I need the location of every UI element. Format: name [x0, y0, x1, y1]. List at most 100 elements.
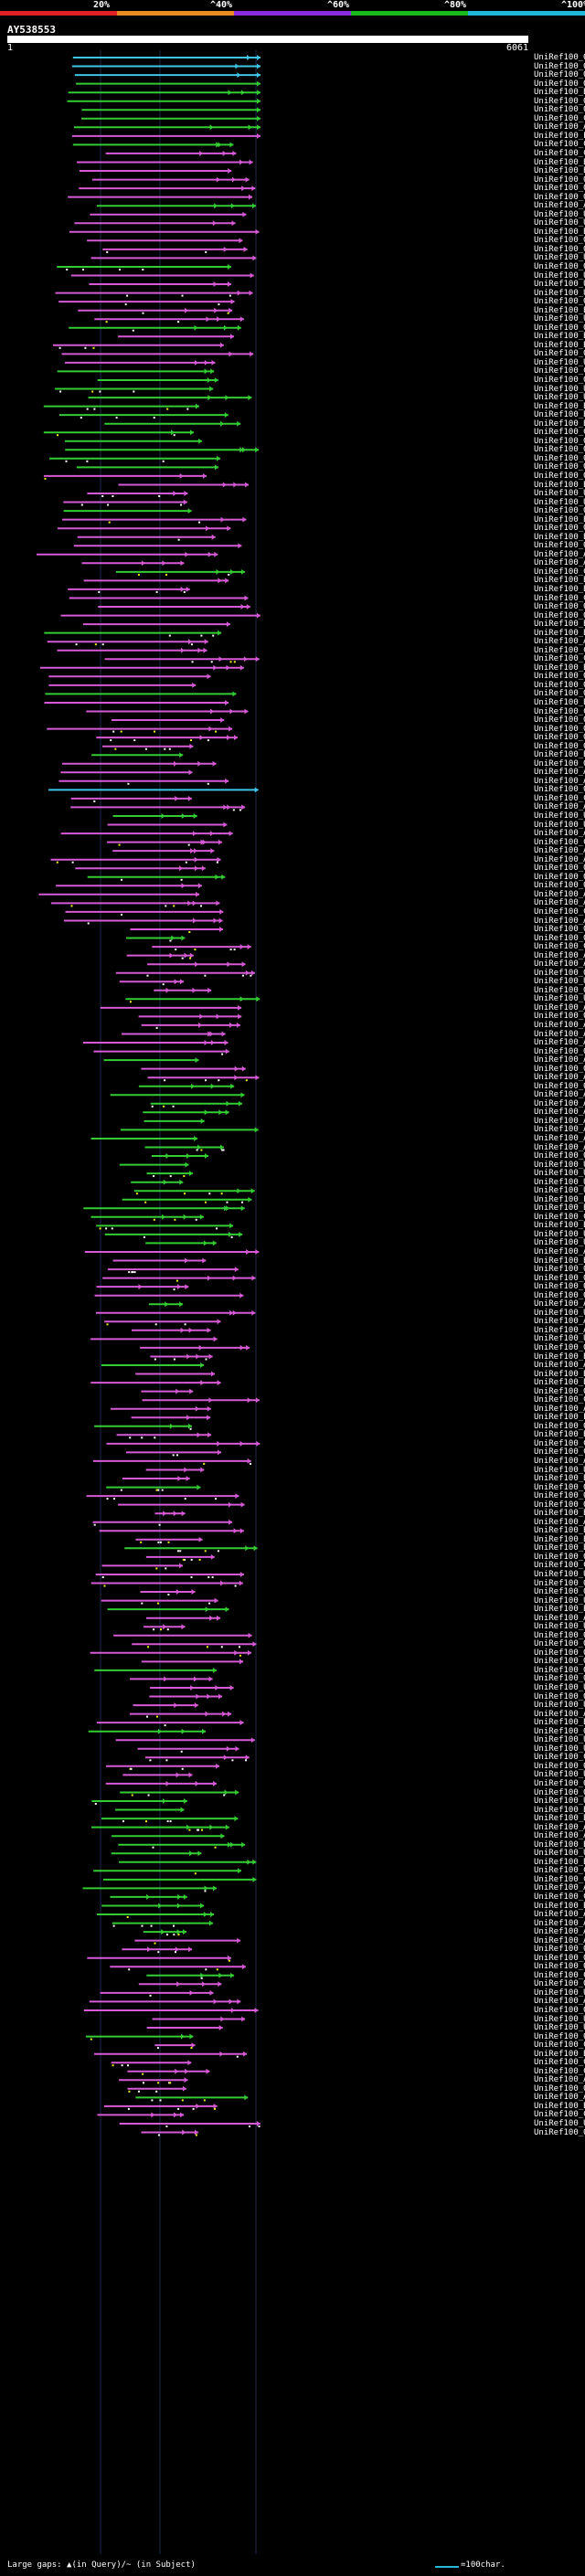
hit-label[interactable]: UniRef100_A4TJT5	[534, 2093, 585, 2103]
hit-label[interactable]: UniRef100_B6IKU1	[534, 227, 585, 237]
hit-label[interactable]: UniRef100_A9W070	[534, 1456, 585, 1466]
hit-label[interactable]: UniRef100_UP1000...	[534, 253, 585, 263]
hit-label[interactable]: UniRef100_UP1000...	[534, 811, 585, 821]
hit-label[interactable]: UniRef100_B7FF72	[534, 88, 585, 98]
hit-label[interactable]: UniRef100_Q9EPL0	[534, 1691, 585, 1701]
hit-label[interactable]: UniRef100_UP1000...	[534, 1683, 585, 1692]
hit-label[interactable]: UniRef100_A4IIQ3	[534, 1038, 585, 1047]
hit-label[interactable]: UniRef100_Q1XGS6	[534, 79, 585, 89]
hit-label[interactable]: UniRef100_B0H9C1	[534, 1857, 585, 1867]
hit-label[interactable]: UniRef100_Q6SSE8	[534, 881, 585, 891]
hit-label[interactable]: UniRef100_A5IVQ0	[534, 1910, 585, 1919]
hit-label[interactable]: UniRef100_A6WDT7	[534, 1831, 585, 1841]
hit-label[interactable]: UniRef100_C1FFX8	[534, 2066, 585, 2076]
hit-label[interactable]: UniRef100_Q5NEV9	[534, 453, 585, 463]
hit-label[interactable]: UniRef100_C4Y2E6	[534, 1970, 585, 1980]
hit-label[interactable]: UniRef100_Q9UL75	[534, 1265, 585, 1275]
hit-label[interactable]: UniRef100_A6ZIS5	[534, 1125, 585, 1135]
hit-label[interactable]: UniRef100_Q4R5V5	[534, 672, 585, 682]
hit-label[interactable]: UniRef100_Q4R848	[534, 2006, 585, 2015]
hit-label[interactable]: UniRef100_Q81288	[534, 61, 585, 71]
hit-label[interactable]: UniRef100_UP1000...	[534, 1744, 585, 1754]
hit-label[interactable]: UniRef100_Q6CGD3	[534, 524, 585, 534]
hit-label[interactable]: UniRef100_C9PHL8	[534, 645, 585, 655]
hit-label[interactable]: UniRef100_UP1000...	[534, 1701, 585, 1711]
hit-label[interactable]: UniRef100_A0R829	[534, 2075, 585, 2085]
hit-label[interactable]: UniRef100_Q9QBQ8	[534, 1787, 585, 1797]
hit-label[interactable]: UniRef100_B9HGL7	[534, 1378, 585, 1388]
hit-label[interactable]: UniRef100_UP1000...	[534, 497, 585, 507]
hit-label[interactable]: UniRef100_UP1000...	[534, 820, 585, 830]
hit-label[interactable]: UniRef100_UP1000...	[534, 1186, 585, 1196]
hit-label[interactable]: UniRef100_A6ZIT1	[534, 1116, 585, 1126]
hit-label[interactable]: UniRef100_Q5KRL9	[534, 1500, 585, 1510]
hit-label[interactable]: UniRef100_B4G1N6	[534, 663, 585, 673]
hit-label[interactable]: UniRef100_Q8N693	[534, 1151, 585, 1161]
hit-label[interactable]: UniRef100_A6YS13	[534, 1317, 585, 1327]
hit-label[interactable]: UniRef100_C7YUT1	[534, 1447, 585, 1458]
hit-label[interactable]: UniRef100_Q44356	[534, 1953, 585, 1963]
hit-label[interactable]: UniRef100_Q6PXX5	[534, 610, 585, 620]
hit-label[interactable]: UniRef100_UP1000...	[534, 314, 585, 324]
hit-label[interactable]: UniRef100_Q05860-5	[534, 1657, 585, 1667]
hit-label[interactable]: UniRef100_A0P5Z8	[534, 1997, 585, 2007]
hit-label[interactable]: UniRef100_Q6YYB0	[534, 96, 585, 106]
hit-label[interactable]: UniRef100_Q6CRS1	[534, 349, 585, 359]
hit-label[interactable]: UniRef100_UP1000...	[534, 489, 585, 498]
hit-label[interactable]: UniRef100_C5ST41	[534, 706, 585, 716]
hit-label[interactable]: UniRef100_B4WAM4	[534, 410, 585, 420]
hit-label[interactable]: UniRef100_C3U4V2	[534, 1395, 585, 1405]
hit-label[interactable]: UniRef100_A8ITD1	[534, 122, 585, 133]
query-sequence-bar[interactable]	[7, 36, 528, 43]
hit-label[interactable]: UniRef100_UP1000...	[534, 1334, 585, 1344]
hit-label[interactable]: UniRef100_C8ZB08	[534, 1212, 585, 1222]
hit-label[interactable]: UniRef100_UP1000...	[534, 1770, 585, 1780]
hit-label[interactable]: UniRef100_A6YS18	[534, 898, 585, 908]
hit-label[interactable]: UniRef100_Q4DDB5	[534, 471, 585, 481]
hit-label[interactable]: UniRef100_B7UDU3	[534, 1509, 585, 1519]
hit-label[interactable]: UniRef100_P0CB20	[534, 131, 585, 141]
hit-label[interactable]: UniRef100_Q5CW27	[534, 376, 585, 385]
hit-label[interactable]: UniRef100_Q1NBD2	[534, 1945, 585, 1955]
hit-label[interactable]: UniRef100_B2HNS4	[534, 1805, 585, 1815]
hit-label[interactable]: UniRef100_Q5RBM8	[534, 462, 585, 472]
hit-label[interactable]: UniRef100_Q7SRS6	[534, 2127, 585, 2137]
hit-label[interactable]: UniRef100_Q6SR08	[534, 716, 585, 725]
hit-label[interactable]: UniRef100_Q9S027	[534, 436, 585, 446]
hit-label[interactable]: UniRef100_Q9FT78	[534, 70, 585, 80]
hit-label[interactable]: UniRef100_Q6CD55	[534, 602, 585, 611]
hit-label[interactable]: UniRef100_A4E5Y5	[534, 1517, 585, 1527]
hit-label[interactable]: UniRef100_Q5NES4	[534, 1491, 585, 1501]
hit-label[interactable]: UniRef100_UP1000...	[534, 1849, 585, 1859]
hit-label[interactable]: UniRef100_C1FPD8	[534, 1561, 585, 1571]
hit-label[interactable]: UniRef100_Q5XEM2	[534, 741, 585, 751]
hit-label[interactable]: UniRef100_C5XQ20	[534, 428, 585, 438]
hit-label[interactable]: UniRef100_A2QKD6	[534, 776, 585, 786]
hit-label[interactable]: UniRef100_A7UXF7	[534, 1361, 585, 1370]
hit-label[interactable]: UniRef100_P21997	[534, 1413, 585, 1423]
hit-label[interactable]: UniRef100_UP1000...	[534, 1797, 585, 1806]
hit-label[interactable]: UniRef100_UP1000...	[534, 384, 585, 394]
hit-label[interactable]: UniRef100_B3LQ07	[534, 1221, 585, 1231]
hit-label[interactable]: UniRef100_A5DP79	[534, 201, 585, 211]
hit-label[interactable]: UniRef100_C4ZIL1	[534, 140, 585, 150]
hit-label[interactable]: UniRef100_Q3M5M7	[534, 1273, 585, 1283]
hit-label[interactable]: UniRef100_UP1000...	[534, 2023, 585, 2032]
hit-label[interactable]: UniRef100_A6MVT1	[534, 1613, 585, 1623]
hit-label[interactable]: UniRef100_A6ZIU3	[534, 1090, 585, 1100]
hit-label[interactable]: UniRef100_A6ZIS2	[534, 1142, 585, 1152]
hit-label[interactable]: UniRef100_B7ZCP9	[534, 532, 585, 542]
hit-label[interactable]: UniRef100_C3FT66	[534, 366, 585, 376]
hit-label[interactable]: UniRef100_Q05860-4	[534, 1674, 585, 1684]
hit-label[interactable]: UniRef100_Q1MW90	[534, 785, 585, 795]
hit-label[interactable]: UniRef100_Q9SNG9	[534, 1761, 585, 1771]
hit-label[interactable]: UniRef100_Q8L6B5	[534, 758, 585, 769]
hit-label[interactable]: UniRef100_Q7SDT3	[534, 175, 585, 185]
hit-label[interactable]: UniRef100_UP1000...	[534, 1177, 585, 1187]
hit-label[interactable]: UniRef100_Q4P7H5	[534, 872, 585, 882]
hit-label[interactable]: UniRef100_Q6TTP1	[534, 689, 585, 699]
hit-label[interactable]: UniRef100_B2WXT4	[534, 2101, 585, 2111]
hit-label[interactable]: UniRef100_Q4JK81	[534, 1552, 585, 1562]
hit-label[interactable]: UniRef100_Q6A5Q1	[534, 968, 585, 978]
hit-label[interactable]: UniRef100_A5DVQ6	[534, 1029, 585, 1039]
